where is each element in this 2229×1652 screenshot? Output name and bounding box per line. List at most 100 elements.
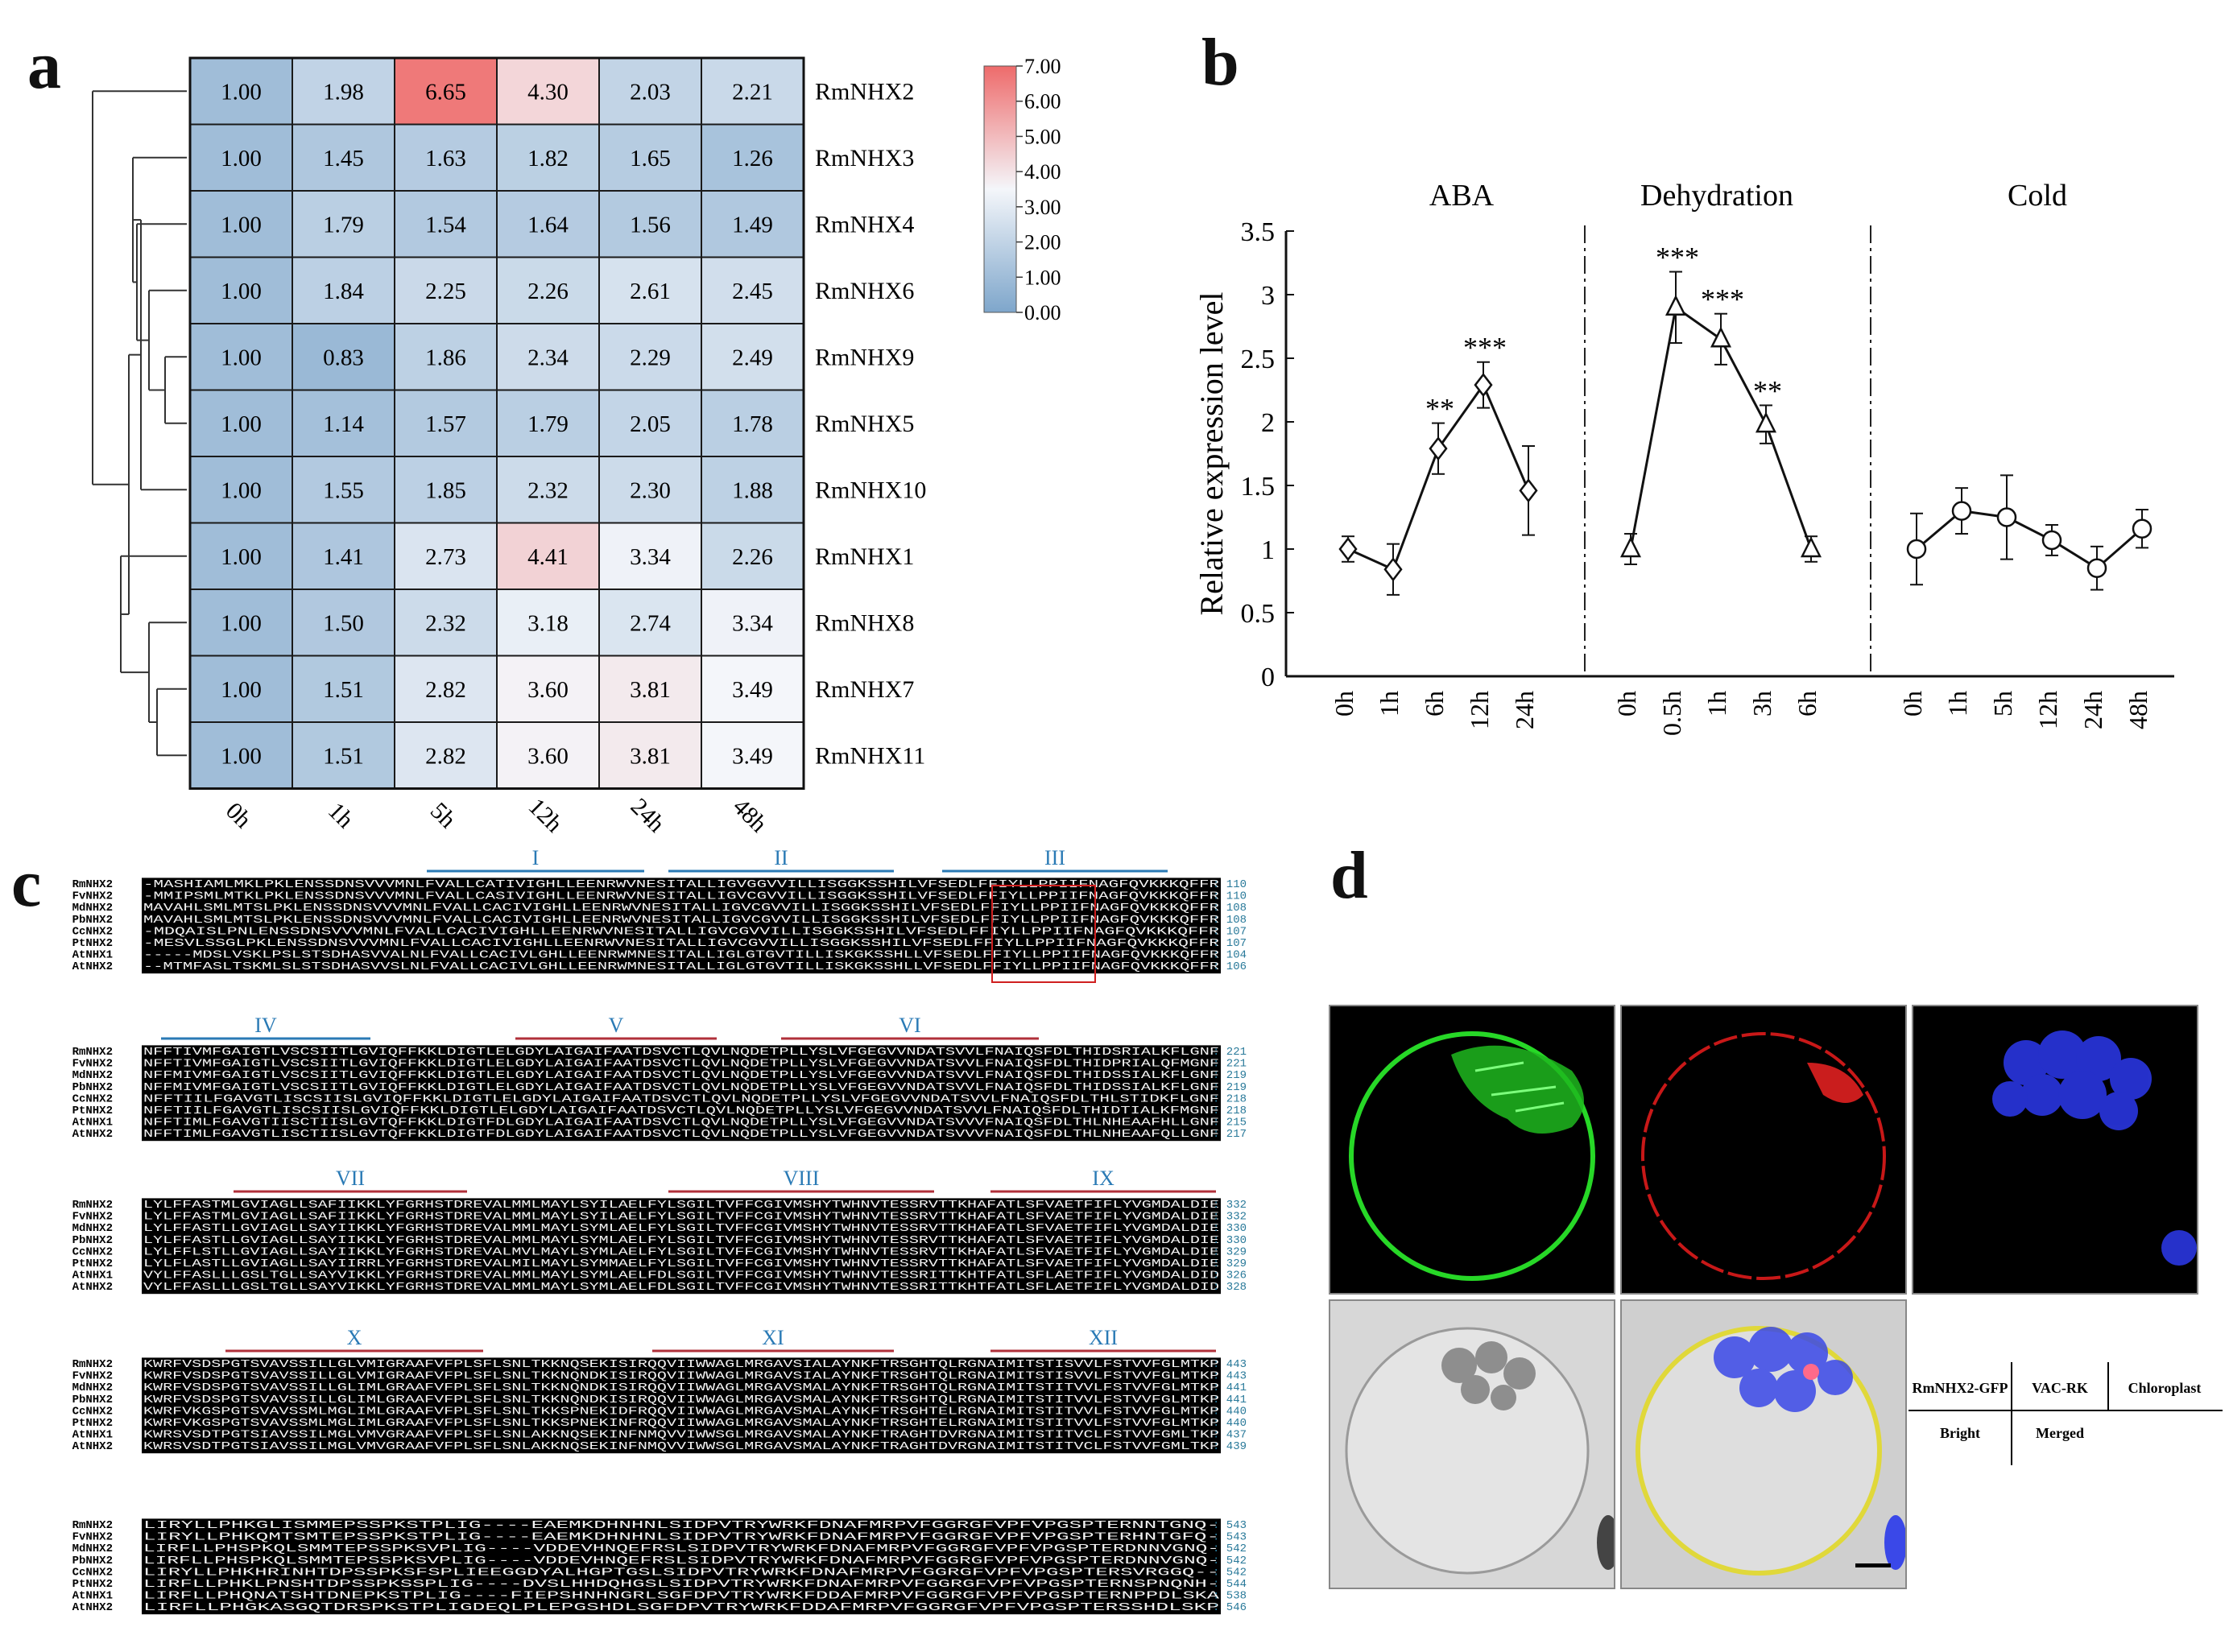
residue-count: : 221 [1213, 1058, 1247, 1071]
heatmap-cell [189, 655, 293, 723]
domain-label: II [774, 846, 788, 869]
sequence-residues: LYLFFASTLLGVIAGLLSAYIIKKLYFGRHSTDREVALMM… [143, 1222, 1219, 1235]
heatmap-value: 2.49 [732, 345, 773, 370]
sequence-name: CcNHX2 [72, 925, 113, 938]
heatmap-value: 1.00 [221, 544, 262, 570]
microscopy-panel: RmNHX2-GFP VAC-RK Chloroplast Bright Mer… [1321, 837, 2229, 1652]
gene-label: RmNHX2 [815, 78, 914, 105]
sequence-residues: LYLFLASTLLGVIAGLLSAYIIRRLYFGRHSTDREVALMI… [143, 1258, 1219, 1270]
y-tick-label: 1 [1261, 535, 1275, 565]
x-tick-label: 1h [1375, 691, 1404, 717]
sequence-name: PbNHX2 [72, 1081, 113, 1094]
significance-mark: ** [1425, 393, 1454, 425]
heatmap-value: 2.25 [425, 279, 466, 304]
sequence-residues: -MASHIAMLMKLPKLENSSDNSVVVMNLFVALLCATIVIG… [143, 878, 1220, 891]
heatmap-value: 1.84 [323, 279, 364, 304]
sequence-name: RmNHX2 [72, 1519, 113, 1532]
sequence-name: FvNHX2 [72, 1531, 113, 1544]
residue-count: : 219 [1213, 1081, 1247, 1094]
heatmap-value: 3.81 [630, 743, 671, 769]
sequence-residues: LYLFFASTMLGVIAGLLSAFIIKKLYFGRHSTDREVALMM… [143, 1211, 1219, 1224]
bright-cell [1345, 1327, 1614, 1575]
sequence-name: PbNHX2 [72, 1234, 113, 1247]
residue-count: : 330 [1213, 1222, 1247, 1235]
data-point [1474, 373, 1493, 398]
heatmap-value: 2.26 [732, 544, 773, 570]
x-tick-label: 3h [1747, 691, 1776, 717]
residue-count: : 443 [1213, 1370, 1247, 1383]
sequence-residues: MAVAHLSMLMTSLPKLENSSDNSVVVMNLFVALLCACIVI… [143, 914, 1220, 927]
heatmap-value: 1.55 [323, 477, 364, 503]
sequence-residues: MAVAHLSMLMTSLPKLENSSDNSVVVMNLFVALLCACIVI… [143, 902, 1220, 915]
residue-count: : 543 [1213, 1531, 1247, 1544]
heatmap-value: 1.00 [221, 677, 262, 703]
sequence-name: FvNHX2 [72, 1370, 113, 1383]
heatmap-value: 1.00 [221, 477, 262, 503]
heatmap-value: 2.82 [425, 677, 466, 703]
significance-mark: ** [1753, 374, 1782, 407]
heatmap-cell [496, 256, 600, 324]
sequence-residues: KWRFVKGSPGTSVAVSSMLMGLIMLGRAAFVFPLSFLSNL… [143, 1417, 1219, 1430]
data-point [1710, 326, 1732, 348]
y-tick-label: 2 [1261, 408, 1275, 438]
residue-count: : 108 [1213, 914, 1247, 927]
sequence-name: PtNHX2 [72, 937, 113, 950]
sequence-name: AtNHX2 [72, 960, 113, 973]
heatmap-value: 3.49 [732, 743, 773, 769]
heatmap-cell [701, 655, 804, 723]
time-label: 1h [323, 798, 359, 834]
vac-rk-cell-outline [1641, 1032, 1886, 1280]
heatmap-value: 2.29 [630, 345, 671, 370]
domain-label: I [532, 846, 540, 869]
residue-count: : 104 [1213, 949, 1247, 962]
gene-label: RmNHX4 [815, 211, 914, 237]
sequence-residues: -MESVLSSGLPKLENSSDNSVVVMNLFVALLCACIVIGHL… [143, 937, 1220, 950]
dendrogram [92, 90, 187, 757]
heatmap-value: 1.00 [221, 411, 262, 437]
heatmap-value: 1.00 [221, 212, 262, 237]
heatmap-value: 1.56 [630, 212, 671, 237]
heatmap-value: 2.73 [425, 544, 466, 570]
heatmap-cell [292, 256, 395, 324]
heatmap-value: 1.00 [221, 610, 262, 636]
heatmap-cell [701, 389, 804, 457]
heatmap-value: 2.26 [527, 279, 569, 304]
sequence-name: CcNHX2 [72, 1405, 113, 1418]
heatmap-value: 1.51 [323, 677, 364, 703]
legend-merged: Merged [2036, 1425, 2084, 1441]
x-tick-label: 0h [1898, 691, 1927, 717]
scale-label: 5.00 [1024, 125, 1061, 148]
merged-image [1620, 1299, 1907, 1589]
heatmap-cell [598, 589, 702, 657]
group-title: Cold [2008, 179, 2067, 213]
heatmap-cell [701, 721, 804, 790]
heatmap-value: 2.32 [527, 477, 569, 503]
heatmap-cell [496, 522, 600, 590]
heatmap-value: 1.54 [425, 212, 466, 237]
scale-label: 1.00 [1024, 266, 1061, 289]
sequence-residues: NFFTIVMFGAIGTLVSCSIITLGVIQFFKKLDIGTLELGD… [143, 1058, 1219, 1071]
residue-count: : 542 [1213, 1555, 1247, 1567]
sequence-name: AtNHX2 [72, 1128, 113, 1141]
significance-mark: *** [1656, 242, 1699, 274]
residue-count: : 107 [1213, 937, 1247, 950]
alignment-block-bg [142, 1045, 1221, 1142]
domain-label: VIII [784, 1167, 820, 1190]
residue-count: : 106 [1213, 960, 1247, 973]
heatmap-cell [701, 522, 804, 590]
domain-label: XI [762, 1326, 784, 1349]
heatmap-value: 2.30 [630, 477, 671, 503]
heatmap-value: 2.32 [425, 610, 466, 636]
sequence-name: CcNHX2 [72, 1566, 113, 1579]
residue-count: : 546 [1213, 1601, 1247, 1614]
heatmap-value: 1.78 [732, 411, 773, 437]
residue-count: : 441 [1213, 1381, 1247, 1394]
heatmap-value: 1.85 [425, 477, 466, 503]
sequence-residues: KWRFVSDSPGTSVAVSSILLGLVMIGRAAFVFPLSFLSNL… [143, 1370, 1219, 1383]
heatmap-cell [189, 456, 293, 524]
sequence-residues: LYLFFASTMLGVIAGLLSAFIIKKLYFGRHSTDREVALMM… [143, 1199, 1219, 1212]
y-tick-label: 3 [1261, 281, 1275, 311]
heatmap-value: 1.79 [527, 411, 569, 437]
vac-rk-channel-image [1620, 1005, 1907, 1295]
heatmap-value: 0.83 [323, 345, 364, 370]
